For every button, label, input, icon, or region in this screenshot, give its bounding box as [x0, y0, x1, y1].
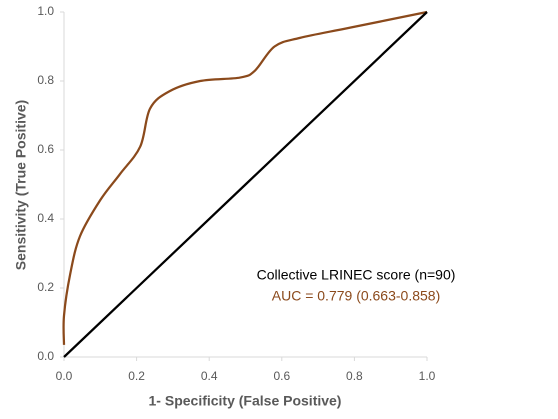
x-tick-label: 0.4 — [201, 369, 218, 383]
x-tick-label: 0.8 — [346, 369, 363, 383]
y-tick-label: 0.0 — [37, 349, 54, 363]
annotation: Collective LRINEC score (n=90) — [257, 267, 456, 283]
y-tick-label: 0.4 — [37, 211, 54, 225]
y-tick-label: 1.0 — [37, 4, 54, 18]
line — [62, 10, 428, 345]
x-tick-label: 0.0 — [56, 369, 73, 383]
annotation: AUC = 0.779 (0.663-0.858) — [272, 288, 441, 304]
x-tick-label: 0.6 — [273, 369, 290, 383]
x-axis-label: 1- Specificity (False Positive) — [149, 393, 342, 409]
x-tick-label: 0.2 — [128, 369, 145, 383]
x-tick-label: 1.0 — [419, 369, 436, 383]
y-tick-label: 0.8 — [37, 73, 54, 87]
y-tick-label: 0.2 — [37, 280, 54, 294]
line — [63, 11, 428, 358]
y-axis-label: Sensitivity (True Positive) — [13, 100, 29, 270]
y-tick-label: 0.6 — [37, 142, 54, 156]
